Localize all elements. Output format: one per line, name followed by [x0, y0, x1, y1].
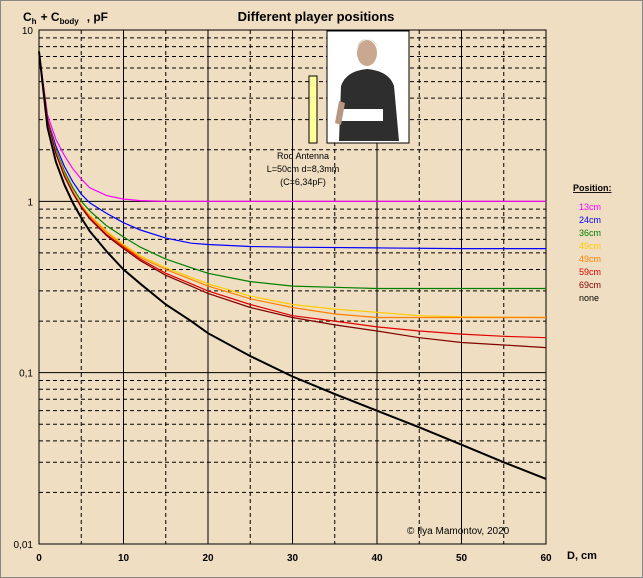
series-line-7	[38, 51, 547, 480]
y-tick-label: 10	[22, 26, 34, 37]
legend-entry: none	[579, 293, 599, 303]
series-layer	[38, 51, 547, 480]
antenna-dims-label: L=50cm d=8,3mm	[267, 164, 340, 174]
y-label-sub-body: body	[60, 17, 80, 26]
y-label-main: C	[23, 10, 32, 24]
x-tick-label: 30	[287, 553, 299, 564]
legend-entry: 49cm	[579, 241, 601, 251]
y-tick-label: 1	[27, 197, 33, 208]
x-tick-label: 40	[371, 553, 383, 564]
x-tick-label: 0	[36, 553, 42, 564]
legend: 13cm 24cm 36cm 49cm 49cm 59cm 69cm none	[579, 202, 601, 303]
legend-title: Position:	[573, 183, 612, 193]
series-line-4	[38, 51, 546, 319]
x-tick-label: 20	[202, 553, 214, 564]
y-axis-label: Ch + Cbody , pF	[23, 10, 108, 26]
series-line-6	[38, 51, 547, 349]
series-line-1	[38, 51, 546, 250]
legend-entry: 13cm	[579, 202, 601, 212]
plot-area-border	[38, 29, 547, 545]
rod-antenna-graphic	[308, 75, 318, 144]
tick-labels: 0 10 20 30 40 50 60 10 1 0,1 0,01	[14, 26, 552, 564]
y-tick-label: 0,1	[19, 369, 33, 380]
series-line-0	[38, 51, 546, 202]
y-label-sub-h: h	[32, 17, 37, 26]
y-label-plus: + C	[41, 10, 60, 24]
antenna-name-label: Rod Antenna	[277, 151, 329, 161]
x-tick-label: 60	[540, 553, 552, 564]
series-line-2	[38, 51, 546, 290]
y-tick-label: 0,01	[14, 540, 34, 551]
y-label-unit: , pF	[87, 10, 108, 24]
legend-entry: 49cm	[579, 254, 601, 264]
legend-entry: 36cm	[579, 228, 601, 238]
x-tick-label: 10	[118, 553, 130, 564]
x-tick-label: 50	[456, 553, 468, 564]
legend-entry: 59cm	[579, 267, 601, 277]
x-axis-label: D, cm	[567, 550, 597, 562]
antenna-cap-label: (C=6,34pF)	[280, 177, 326, 187]
legend-entry: 24cm	[579, 215, 601, 225]
player-photo	[326, 30, 410, 144]
chart-title: Different player positions	[238, 9, 395, 24]
legend-entry: 69cm	[579, 280, 601, 290]
grid	[38, 29, 547, 545]
copyright-label: © Ilya Mamontov, 2020	[407, 526, 510, 537]
plot-border	[38, 29, 547, 545]
